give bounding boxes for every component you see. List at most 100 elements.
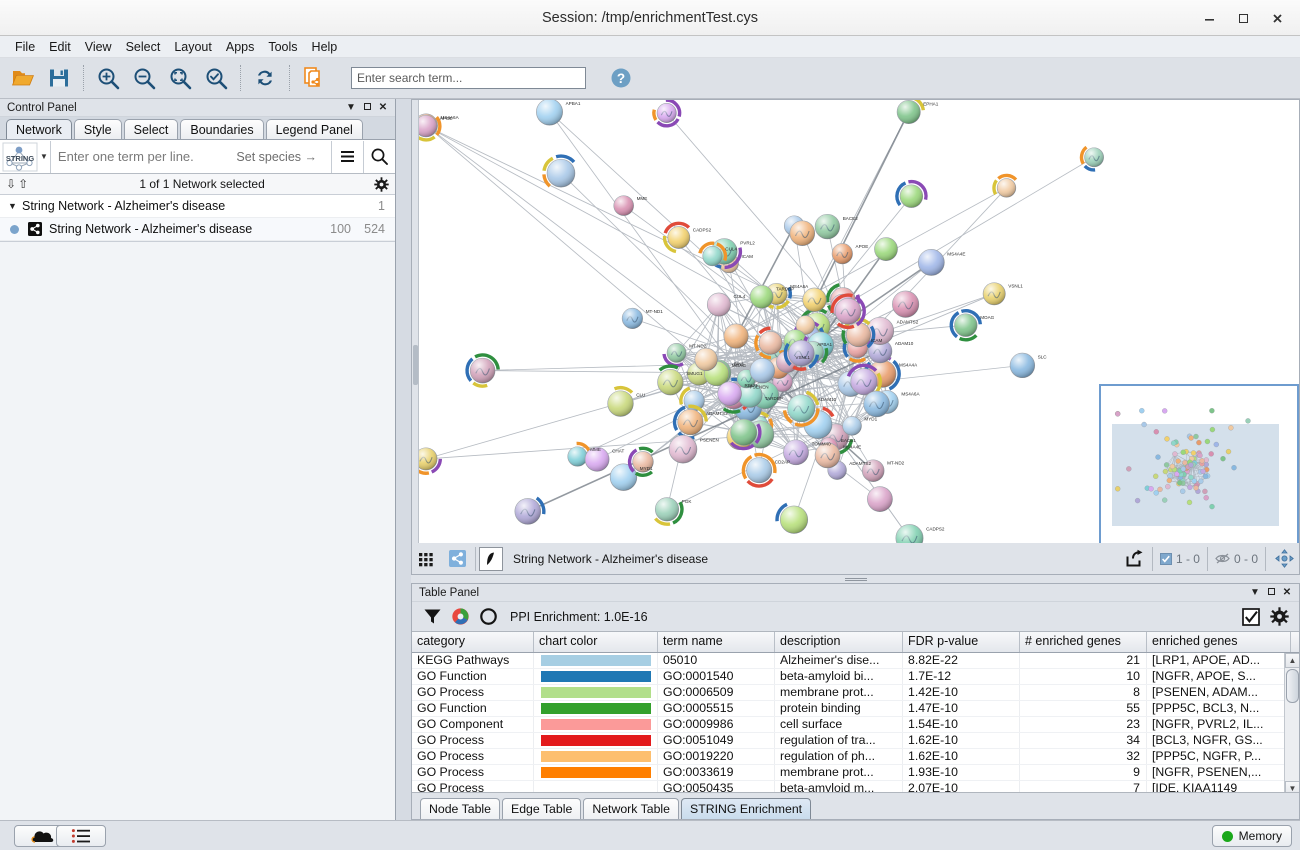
control-panel-close-icon[interactable]: ✕ xyxy=(378,102,388,113)
network-node[interactable] xyxy=(1079,145,1104,172)
memory-status-button[interactable]: Memory xyxy=(1211,825,1292,847)
network-node[interactable] xyxy=(584,446,610,472)
network-node[interactable] xyxy=(830,293,866,330)
string-logo-icon[interactable]: STRING xyxy=(0,141,40,173)
tab-string-enrichment[interactable]: STRING Enrichment xyxy=(681,798,812,819)
share-network-icon[interactable] xyxy=(297,61,331,95)
network-node[interactable] xyxy=(536,100,563,126)
panel-splitter[interactable] xyxy=(411,575,1300,583)
column-header-category[interactable]: category xyxy=(412,632,534,652)
network-node[interactable] xyxy=(621,307,643,329)
tab-network[interactable]: Network xyxy=(6,119,72,139)
network-graph-svg[interactable]: ADAMTS2 TOMM40 CUL4 MS4A4A MS4A6A BIN1 TARDBP A… xyxy=(412,100,1299,574)
column-header-enriched-genes[interactable]: enriched genes xyxy=(1147,632,1291,652)
table-vertical-scrollbar[interactable]: ▲ ▼ xyxy=(1284,653,1299,796)
network-scrollbar-thumb[interactable] xyxy=(413,345,418,385)
navigate-icon[interactable] xyxy=(1269,544,1299,574)
network-node[interactable] xyxy=(749,284,774,309)
scroll-up-arrow-icon[interactable]: ▲ xyxy=(1285,653,1299,668)
set-species-link[interactable]: Set species → xyxy=(236,149,317,164)
network-node[interactable] xyxy=(723,323,749,349)
network-node[interactable] xyxy=(737,382,763,408)
save-icon[interactable] xyxy=(42,61,76,95)
network-node[interactable] xyxy=(841,317,876,349)
maximize-button[interactable] xyxy=(1226,3,1260,33)
annotation-icon[interactable] xyxy=(479,546,503,571)
network-node[interactable] xyxy=(814,442,841,469)
zoom-in-icon[interactable] xyxy=(91,61,125,95)
table-panel-close-icon[interactable]: ✕ xyxy=(1282,587,1292,598)
string-species-caret-icon[interactable]: ▼ xyxy=(40,152,48,161)
selected-nodes-counter[interactable]: 1 - 0 xyxy=(1156,552,1204,566)
network-view[interactable]: ADAMTS2 TOMM40 CUL4 MS4A4A MS4A6A BIN1 TARDBP A… xyxy=(411,99,1300,575)
network-node[interactable] xyxy=(783,439,809,466)
network-node[interactable] xyxy=(698,241,728,267)
table-body[interactable]: KEGG Pathways 05010 Alzheimer's dise... 8.8… xyxy=(412,653,1299,796)
tree-row-group[interactable]: ▼ String Network - Alzheimer's disease 1 xyxy=(0,195,395,218)
network-node[interactable] xyxy=(609,463,638,491)
menu-file[interactable]: File xyxy=(15,39,36,54)
hidden-items-counter[interactable]: 0 - 0 xyxy=(1211,552,1262,566)
table-row[interactable]: GO Process GO:0006509 membrane prot... 1.42… xyxy=(412,685,1299,701)
menu-layout[interactable]: Layout xyxy=(174,39,212,54)
network-node[interactable] xyxy=(542,154,576,188)
table-panel-dropdown-icon[interactable]: ▼ xyxy=(1250,587,1260,598)
network-node[interactable] xyxy=(949,309,982,342)
table-row[interactable]: GO Process GO:0051049 regulation of tra...… xyxy=(412,733,1299,749)
table-row[interactable]: GO Process GO:0019220 regulation of ph... 1… xyxy=(412,749,1299,765)
network-vertical-scrollbar[interactable] xyxy=(412,100,419,574)
network-node[interactable] xyxy=(874,237,898,261)
network-overview-panel[interactable] xyxy=(1099,384,1299,574)
network-node[interactable] xyxy=(668,434,698,464)
table-row[interactable]: GO Function GO:0005515 protein binding 1.47… xyxy=(412,701,1299,717)
network-node[interactable] xyxy=(814,213,841,240)
network-node[interactable] xyxy=(892,290,920,318)
network-node[interactable] xyxy=(662,343,687,368)
network-node[interactable] xyxy=(846,363,882,400)
network-node[interactable] xyxy=(679,386,705,412)
tab-network-table[interactable]: Network Table xyxy=(583,798,680,819)
export-icon[interactable] xyxy=(1119,544,1149,574)
table-panel-float-icon[interactable] xyxy=(1263,587,1279,598)
minimize-button[interactable] xyxy=(1192,3,1226,33)
tab-edge-table[interactable]: Edge Table xyxy=(502,798,582,819)
network-node[interactable] xyxy=(863,390,890,418)
network-node[interactable] xyxy=(831,243,853,265)
collapse-all-icon[interactable]: ⇩ xyxy=(6,177,17,191)
network-settings-gear-icon[interactable] xyxy=(374,176,389,192)
string-network-icon[interactable] xyxy=(442,544,472,574)
string-term-input[interactable] xyxy=(49,140,237,173)
tab-select[interactable]: Select xyxy=(123,119,179,139)
network-node[interactable] xyxy=(652,100,682,128)
table-scrollbar-thumb[interactable] xyxy=(1286,669,1299,703)
network-node[interactable] xyxy=(992,173,1018,198)
network-node[interactable] xyxy=(917,249,945,276)
menu-view[interactable]: View xyxy=(84,39,112,54)
table-row[interactable]: GO Component GO:0009986 cell surface 1.54E-… xyxy=(412,717,1299,733)
tab-legend-panel[interactable]: Legend Panel xyxy=(265,119,363,139)
menu-tools[interactable]: Tools xyxy=(268,39,298,54)
pie-chart-icon[interactable] xyxy=(446,604,474,630)
network-node[interactable] xyxy=(896,100,925,124)
tab-node-table[interactable]: Node Table xyxy=(420,798,500,819)
network-node[interactable] xyxy=(613,195,634,216)
search-input[interactable] xyxy=(351,67,586,89)
open-folder-icon[interactable] xyxy=(6,61,40,95)
help-icon[interactable]: ? xyxy=(604,61,638,95)
network-node[interactable] xyxy=(895,179,928,208)
filter-funnel-icon[interactable] xyxy=(418,604,446,630)
column-header-description[interactable]: description xyxy=(775,632,903,652)
network-node[interactable] xyxy=(717,381,742,406)
expand-all-icon[interactable]: ⇧ xyxy=(18,177,29,191)
settings-gear-icon[interactable] xyxy=(1265,604,1293,630)
network-node[interactable] xyxy=(842,416,862,436)
menu-select[interactable]: Select xyxy=(125,39,161,54)
network-node[interactable] xyxy=(867,486,893,512)
menu-edit[interactable]: Edit xyxy=(49,39,71,54)
network-node[interactable] xyxy=(654,497,684,526)
network-node[interactable] xyxy=(694,347,718,372)
column-header-fdr[interactable]: FDR p-value xyxy=(903,632,1020,652)
network-node[interactable] xyxy=(627,446,654,477)
network-node[interactable] xyxy=(783,340,820,371)
control-panel-float-icon[interactable] xyxy=(359,102,375,113)
